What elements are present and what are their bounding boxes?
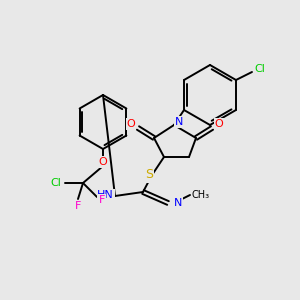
- Text: CH₃: CH₃: [191, 190, 209, 200]
- Text: N: N: [175, 117, 183, 127]
- Text: F: F: [99, 195, 105, 205]
- Text: O: O: [99, 157, 107, 167]
- Text: F: F: [75, 201, 81, 211]
- Text: S: S: [145, 169, 153, 182]
- Text: Cl: Cl: [51, 178, 62, 188]
- Text: Cl: Cl: [254, 64, 266, 74]
- Text: O: O: [214, 119, 224, 129]
- Text: N: N: [174, 198, 182, 208]
- Text: O: O: [127, 119, 135, 129]
- Text: HN: HN: [97, 190, 114, 200]
